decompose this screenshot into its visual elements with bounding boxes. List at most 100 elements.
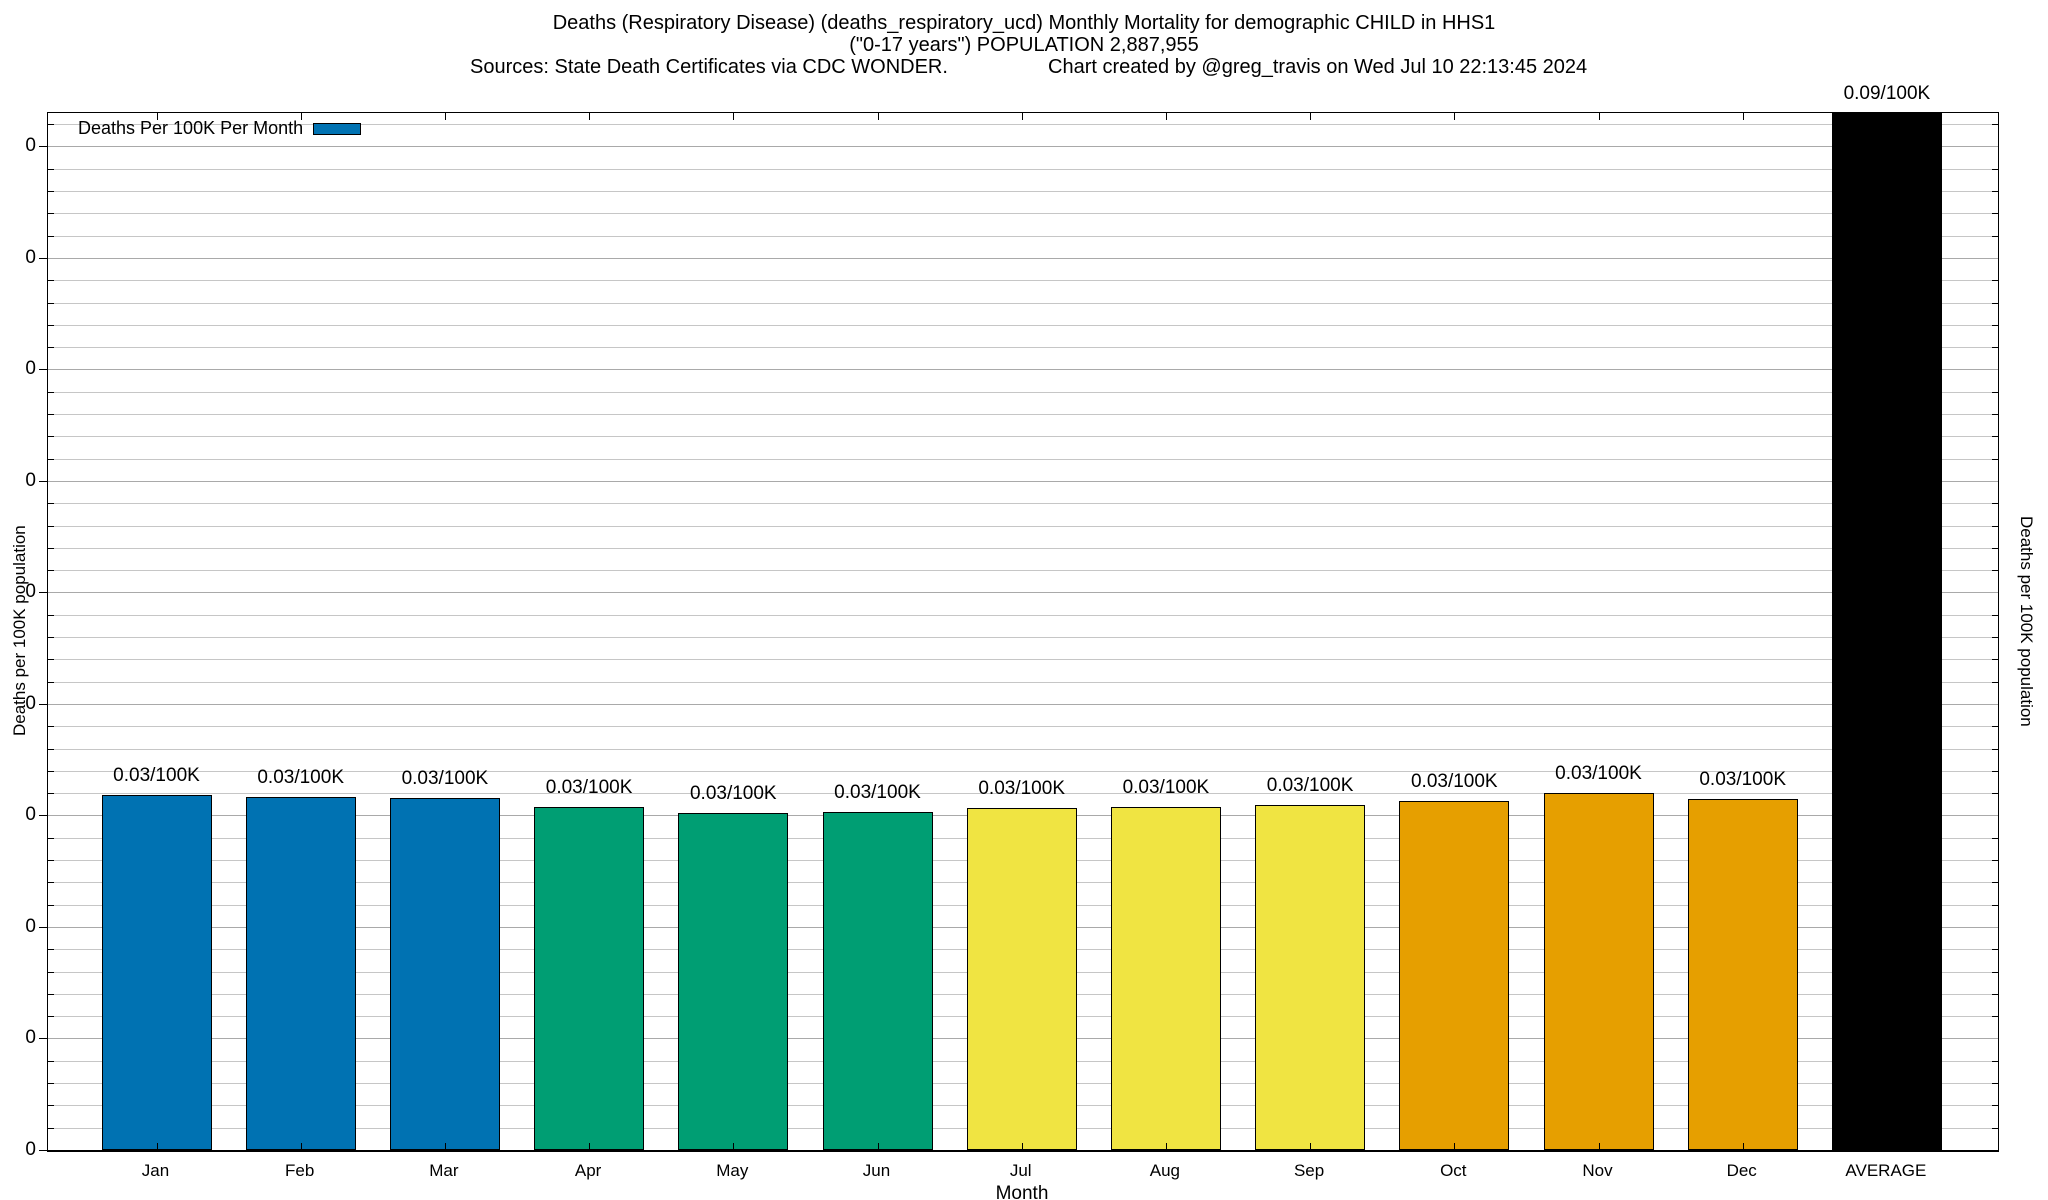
minor-gridline <box>48 748 1998 750</box>
chart-title-line1: Deaths (Respiratory Disease) (deaths_res… <box>552 12 1496 34</box>
y-minor-tick-right <box>1992 458 1998 460</box>
y-minor-tick-left <box>48 971 54 973</box>
bar-sep <box>1255 805 1366 1150</box>
y-minor-tick-right <box>1992 659 1998 661</box>
y-minor-tick-left <box>48 570 54 572</box>
y-minor-tick-right <box>1992 503 1998 505</box>
minor-gridline <box>48 614 1998 616</box>
chart-sources: Sources: State Death Certificates via CD… <box>470 56 948 78</box>
minor-gridline <box>48 570 1998 572</box>
y-minor-tick-left <box>48 191 54 193</box>
minor-gridline <box>48 547 1998 549</box>
y-minor-tick-right <box>1992 837 1998 839</box>
y-minor-tick-right <box>1992 235 1998 237</box>
bar-value-label: 0.03/100K <box>689 783 777 805</box>
y-minor-tick-right <box>1992 436 1998 438</box>
x-tick-label: Sep <box>1293 1161 1325 1180</box>
x-tick-label: Oct <box>1440 1161 1467 1180</box>
y-minor-tick-left <box>48 726 54 728</box>
bar-value-label: 0.03/100K <box>1699 768 1786 790</box>
bar-value-label: 0.09/100K <box>1843 83 1931 104</box>
x-tick-label: Jan <box>141 1161 170 1180</box>
y-minor-tick-left <box>48 436 54 438</box>
y-minor-tick-left <box>48 1016 54 1018</box>
y-tick-label: 0 <box>25 246 36 268</box>
x-tick-top <box>444 113 446 120</box>
y-minor-tick-right <box>1992 414 1998 416</box>
y-minor-tick-right <box>1992 391 1998 393</box>
x-tick-bottom <box>877 1143 879 1150</box>
legend-swatch-icon <box>313 122 362 135</box>
y-minor-tick-left <box>48 213 54 215</box>
x-tick-top <box>1598 113 1600 120</box>
y-major-tick <box>39 480 48 482</box>
x-tick-top <box>1310 113 1312 120</box>
y-minor-tick-right <box>1992 971 1998 973</box>
y-minor-tick-right <box>1992 949 1998 951</box>
y-minor-tick-right <box>1992 302 1998 304</box>
minor-gridline <box>48 235 1998 237</box>
y-minor-tick-left <box>48 503 54 505</box>
x-tick-bottom <box>1310 1143 1312 1150</box>
minor-gridline <box>48 770 1998 772</box>
y-minor-tick-right <box>1992 124 1998 126</box>
y-minor-tick-left <box>48 614 54 616</box>
y-minor-tick-left <box>48 525 54 527</box>
y-minor-tick-left <box>48 124 54 126</box>
y-minor-tick-right <box>1992 637 1998 639</box>
bar-value-label: 0.03/100K <box>1122 776 1210 798</box>
y-minor-tick-left <box>48 235 54 237</box>
y-major-tick <box>39 592 48 594</box>
bar-average <box>1831 113 1942 1150</box>
bar-value-label: 0.03/100K <box>978 777 1065 799</box>
x-tick-label: Jul <box>1009 1161 1032 1180</box>
y-tick-label: 0 <box>25 581 36 603</box>
y-minor-tick-right <box>1992 547 1998 549</box>
minor-gridline <box>48 124 1998 126</box>
major-gridline <box>48 369 1998 371</box>
bar-mar <box>389 797 500 1150</box>
x-tick-bottom <box>589 1143 591 1150</box>
y-tick-label: 0 <box>25 135 36 157</box>
y-major-tick <box>39 369 48 371</box>
y-minor-tick-right <box>1992 1016 1998 1018</box>
x-tick-label: Feb <box>285 1161 315 1180</box>
y-minor-tick-left <box>48 860 54 862</box>
y-minor-tick-right <box>1992 570 1998 572</box>
y-minor-tick-right <box>1992 347 1998 349</box>
x-tick-top <box>1886 113 1888 120</box>
bar-aug <box>1110 806 1221 1150</box>
x-tick-top <box>300 113 302 120</box>
bar-may <box>678 813 789 1150</box>
y-minor-tick-left <box>48 547 54 549</box>
x-tick-label: May <box>716 1161 749 1180</box>
bar-value-label: 0.03/100K <box>113 765 200 787</box>
minor-gridline <box>48 280 1998 282</box>
y-minor-tick-left <box>48 1105 54 1107</box>
bar-apr <box>534 806 645 1150</box>
minor-gridline <box>48 213 1998 215</box>
minor-gridline <box>48 503 1998 505</box>
minor-gridline <box>48 391 1998 393</box>
y-minor-tick-left <box>48 1083 54 1085</box>
y-minor-tick-right <box>1992 681 1998 683</box>
y-minor-tick-right <box>1992 1060 1998 1062</box>
y-minor-tick-left <box>48 748 54 750</box>
major-gridline <box>48 592 1998 594</box>
bar-value-label: 0.03/100K <box>1410 770 1498 792</box>
y-axis-title-right: Deaths per 100K population <box>2017 515 2036 727</box>
minor-gridline <box>48 659 1998 661</box>
y-minor-tick-right <box>1992 525 1998 527</box>
y-tick-label: 0 <box>25 804 36 826</box>
x-tick-label: Apr <box>574 1161 602 1180</box>
y-major-tick <box>39 703 48 705</box>
y-minor-tick-left <box>48 882 54 884</box>
y-minor-tick-right <box>1992 280 1998 282</box>
x-tick-label: AVERAGE <box>1845 1161 1927 1180</box>
y-minor-tick-left <box>48 302 54 304</box>
y-tick-label: 0 <box>25 915 36 937</box>
x-tick-bottom <box>1886 1143 1888 1150</box>
bar-dec <box>1687 798 1798 1150</box>
x-tick-top <box>156 113 158 120</box>
minor-gridline <box>48 436 1998 438</box>
